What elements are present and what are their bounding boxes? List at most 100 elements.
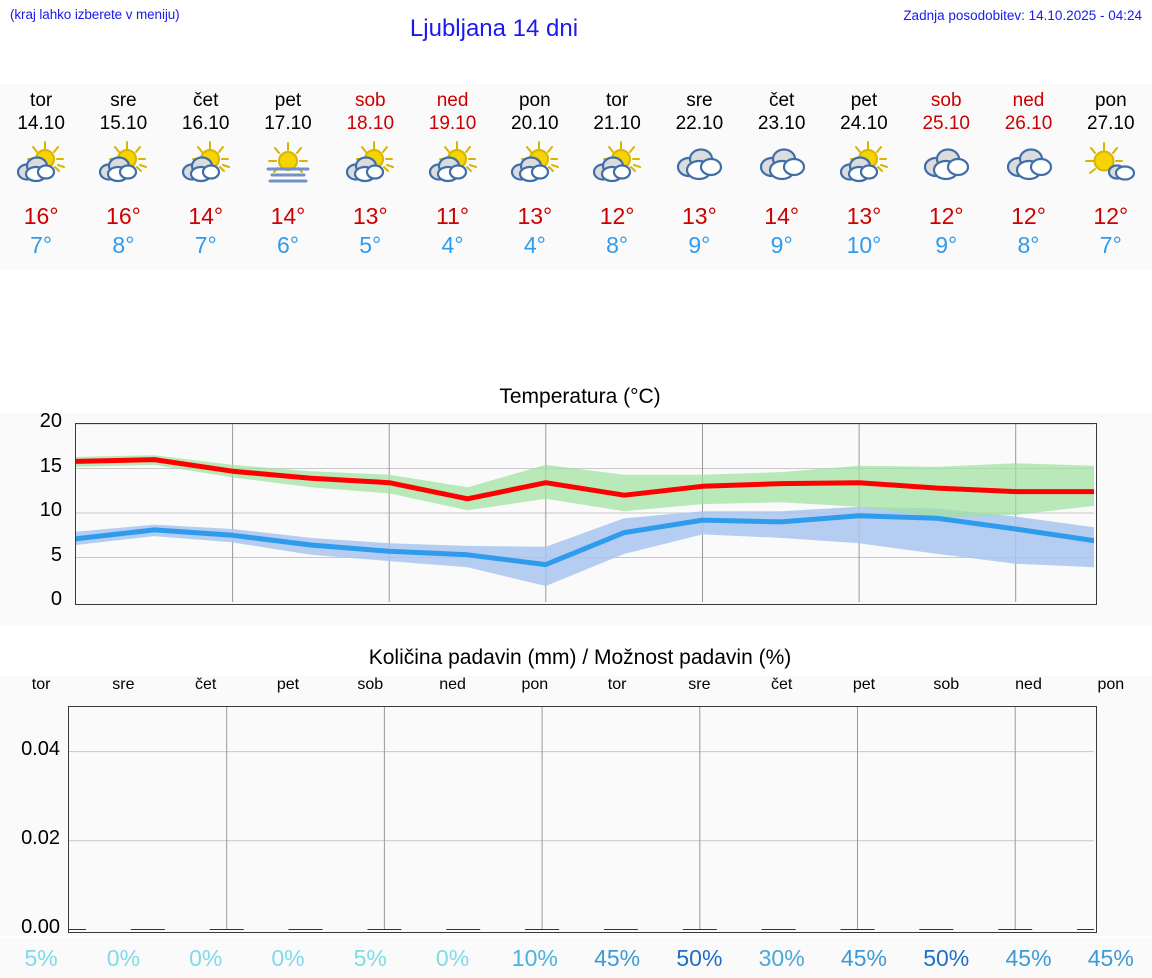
precipitation-probability-value: 5% xyxy=(24,944,58,971)
daily-forecast-strip: tor 14.10 16° 7° sre 15.10 16° 8° čet 16.10 14° 7° p… xyxy=(0,84,1152,270)
day-name: ned xyxy=(1012,90,1045,111)
sun-behind-cloud-icon xyxy=(179,138,233,190)
precipitation-day-label: čet xyxy=(195,676,217,693)
day-temp-max: 14° xyxy=(188,203,224,229)
cloudy-icon xyxy=(672,138,726,190)
sun-behind-cloud-icon xyxy=(14,138,68,190)
precipitation-y-tick-label: 0.04 xyxy=(21,738,60,760)
precipitation-probability-value: 50% xyxy=(676,944,723,971)
sun-behind-cloud-icon xyxy=(590,138,644,190)
cloudy-icon xyxy=(1002,138,1056,190)
temperature-y-tick-label: 5 xyxy=(50,544,62,566)
day-name: pon xyxy=(1094,90,1127,111)
day-temp-min: 8° xyxy=(112,232,135,258)
day-date: 25.10 xyxy=(922,113,970,134)
day-date: 24.10 xyxy=(840,113,888,134)
day-temp-max: 16° xyxy=(23,203,59,229)
day-column[interactable]: sob 18.10 13° 5° xyxy=(329,84,411,270)
day-date: 26.10 xyxy=(1004,113,1053,134)
sun-behind-cloud-icon xyxy=(426,138,480,190)
precipitation-probability-value: 0% xyxy=(189,944,223,971)
precipitation-day-labels: tor sre čet pet sob ned pon tor sre čet pet sob ned p… xyxy=(0,676,1152,702)
day-temp-min: 4° xyxy=(441,232,464,258)
precipitation-day-label: ned xyxy=(439,676,466,693)
precipitation-day-label: sob xyxy=(933,676,960,693)
precipitation-day-label: tor xyxy=(31,676,51,693)
temperature-plot-svg xyxy=(76,424,1094,602)
day-column[interactable]: sre 22.10 13° 9° xyxy=(658,84,740,270)
day-name: čet xyxy=(193,90,219,111)
precipitation-y-tick-label: 0.00 xyxy=(21,916,60,938)
precipitation-probability-value: 45% xyxy=(594,944,641,971)
page-title: Ljubljana 14 dni xyxy=(409,15,579,42)
day-column[interactable]: sre 15.10 16° 8° xyxy=(82,84,164,270)
day-name: sre xyxy=(110,90,137,111)
day-temp-max: 12° xyxy=(1093,203,1129,229)
precipitation-probability-value: 45% xyxy=(840,944,887,971)
day-date: 21.10 xyxy=(593,113,641,134)
temperature-y-tick-label: 10 xyxy=(39,499,62,521)
day-column[interactable]: tor 21.10 12° 8° xyxy=(576,84,658,270)
day-temp-min: 10° xyxy=(846,232,882,258)
precipitation-probability-value: 45% xyxy=(1087,944,1134,971)
day-date: 14.10 xyxy=(17,113,65,134)
day-name: tor xyxy=(30,90,53,111)
precipitation-y-tick-label: 0.02 xyxy=(21,827,60,849)
sun-with-small-cloud-icon xyxy=(1084,138,1138,190)
day-column[interactable]: čet 16.10 14° 7° xyxy=(165,84,247,270)
precipitation-probability-value: 0% xyxy=(435,944,470,971)
precipitation-probability-value: 10% xyxy=(511,944,558,971)
day-temp-max: 13° xyxy=(352,203,388,229)
day-temp-min: 4° xyxy=(523,232,546,258)
day-column[interactable]: čet 23.10 14° 9° xyxy=(741,84,823,270)
precipitation-day-label: tor xyxy=(607,676,627,693)
day-temp-min: 9° xyxy=(688,232,711,258)
day-date: 15.10 xyxy=(99,113,148,134)
precipitation-plot-area xyxy=(68,706,1097,933)
last-updated-text: Zadnja posodobitev: 14.10.2025 - 04:24 xyxy=(903,8,1142,23)
temperature-y-tick-label: 0 xyxy=(50,588,62,610)
precipitation-probability-value: 0% xyxy=(106,944,141,971)
day-name: ned xyxy=(436,90,469,111)
precipitation-day-label: pon xyxy=(521,676,549,693)
precipitation-probability-value: 0% xyxy=(271,944,305,971)
day-column[interactable]: pon 20.10 13° 4° xyxy=(494,84,576,270)
day-temp-max: 14° xyxy=(764,203,800,229)
cloudy-icon xyxy=(755,138,809,190)
day-temp-max: 16° xyxy=(106,203,141,229)
day-name: pon xyxy=(518,90,551,111)
day-name: sob xyxy=(930,90,962,111)
day-column[interactable]: ned 26.10 12° 8° xyxy=(987,84,1069,270)
day-column[interactable]: ned 19.10 11° 4° xyxy=(411,84,493,270)
temperature-y-tick-label: 20 xyxy=(39,410,62,432)
day-temp-min: 8° xyxy=(1017,232,1040,258)
day-temp-max: 12° xyxy=(599,203,635,229)
day-temp-min: 9° xyxy=(935,232,958,258)
day-date: 23.10 xyxy=(757,113,806,134)
temperature-chart-title: Temperatura (°C) xyxy=(499,385,661,408)
day-column[interactable]: tor 14.10 16° 7° xyxy=(0,84,82,270)
day-date: 17.10 xyxy=(264,113,312,134)
day-column[interactable]: pon 27.10 12° 7° xyxy=(1070,84,1152,270)
precipitation-chart-section: Količina padavin (mm) / Možnost padavin … xyxy=(0,640,1152,978)
day-name: čet xyxy=(768,90,795,111)
menu-hint-text: (kraj lahko izberete v meniju) xyxy=(10,7,180,22)
precipitation-day-label: pet xyxy=(276,676,300,693)
day-column[interactable]: sob 25.10 12° 9° xyxy=(905,84,987,270)
day-name: sre xyxy=(686,90,713,111)
day-column[interactable]: pet 17.10 14° 6° xyxy=(247,84,329,270)
day-date: 18.10 xyxy=(346,113,395,134)
precipitation-day-label: pet xyxy=(852,676,876,693)
temperature-y-tick-label: 15 xyxy=(39,455,62,477)
day-temp-min: 5° xyxy=(359,232,382,258)
day-column[interactable]: pet 24.10 13° 10° xyxy=(823,84,905,270)
sun-behind-cloud-icon xyxy=(96,138,150,190)
precipitation-day-label: čet xyxy=(771,676,793,693)
day-temp-max: 12° xyxy=(928,203,964,229)
day-date: 16.10 xyxy=(181,113,230,134)
day-date: 27.10 xyxy=(1087,113,1135,134)
day-temp-min: 6° xyxy=(276,232,299,258)
cloudy-icon xyxy=(919,138,973,190)
sun-behind-cloud-icon xyxy=(343,138,397,190)
